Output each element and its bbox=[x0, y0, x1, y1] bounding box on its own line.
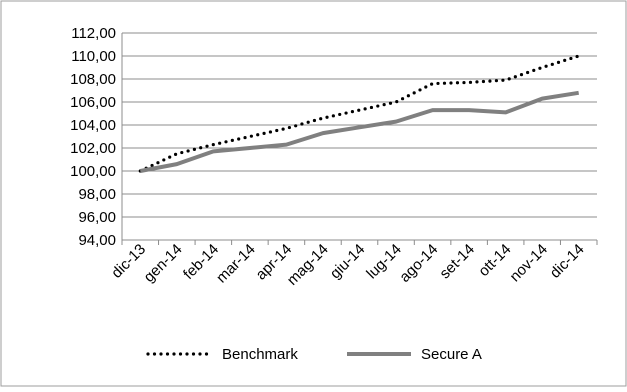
y-tick-label: 98,00 bbox=[78, 186, 116, 203]
y-axis: 94,00 96,00 98,00 100,00 102,00 104,00 106,00 1… bbox=[70, 25, 123, 249]
series-line-secure-a bbox=[139, 90, 580, 173]
y-tick-label: 112,00 bbox=[71, 25, 116, 42]
y-tick-label: 108,00 bbox=[70, 71, 116, 88]
y-tick-label: 102,00 bbox=[70, 140, 116, 157]
y-tick-label: 106,00 bbox=[70, 94, 116, 111]
legend: Benchmark Secure A bbox=[146, 346, 482, 363]
legend-label: Secure A bbox=[421, 346, 482, 363]
y-tick-label: 104,00 bbox=[70, 117, 116, 134]
y-tick-label: 110,00 bbox=[71, 48, 116, 65]
y-tick-label: 100,00 bbox=[70, 163, 116, 180]
gridlines bbox=[122, 32, 597, 241]
y-tick-label: 96,00 bbox=[78, 209, 116, 226]
legend-label: Benchmark bbox=[222, 346, 298, 363]
y-tick-label: 94,00 bbox=[78, 232, 116, 249]
series-lines bbox=[138, 54, 581, 173]
series-line-benchmark bbox=[138, 54, 581, 173]
